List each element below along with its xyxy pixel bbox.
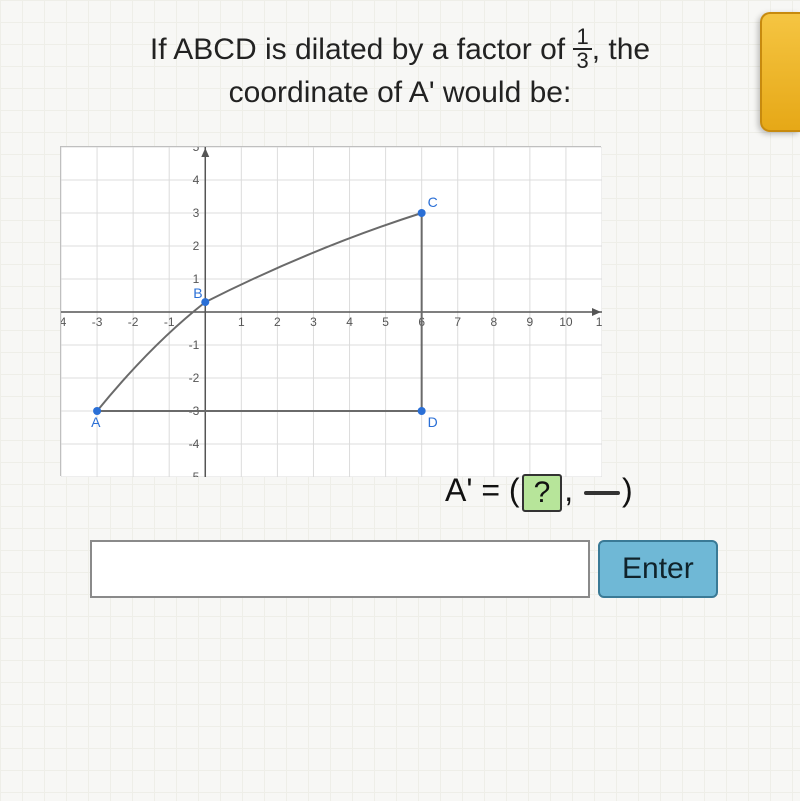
answer-expression: A' = (?, ) bbox=[445, 472, 633, 512]
svg-text:A: A bbox=[91, 414, 101, 430]
answer-input[interactable] bbox=[90, 540, 590, 598]
question-line1-post: , the bbox=[592, 33, 650, 66]
svg-text:10: 10 bbox=[559, 315, 573, 329]
enter-button[interactable]: Enter bbox=[598, 540, 718, 598]
svg-text:2: 2 bbox=[274, 315, 281, 329]
fraction: 13 bbox=[573, 26, 591, 72]
svg-text:3: 3 bbox=[310, 315, 317, 329]
input-row: Enter bbox=[90, 540, 718, 598]
svg-text:11: 11 bbox=[596, 315, 602, 329]
coordinate-chart: -4-3-2-11234567891011-5-4-3-2-112345ABCD bbox=[60, 146, 601, 476]
answer-prefix: A' = ( bbox=[445, 472, 520, 508]
svg-text:4: 4 bbox=[346, 315, 353, 329]
svg-text:5: 5 bbox=[193, 147, 200, 154]
svg-text:-2: -2 bbox=[128, 315, 139, 329]
question-text: If ABCD is dilated by a factor of 13, th… bbox=[0, 28, 800, 112]
svg-text:-1: -1 bbox=[164, 315, 175, 329]
svg-text:4: 4 bbox=[193, 173, 200, 187]
svg-text:D: D bbox=[428, 414, 438, 430]
svg-text:2: 2 bbox=[193, 239, 200, 253]
chart-svg: -4-3-2-11234567891011-5-4-3-2-112345ABCD bbox=[61, 147, 602, 477]
fraction-denominator: 3 bbox=[573, 50, 591, 72]
svg-text:-5: -5 bbox=[189, 470, 200, 477]
svg-text:1: 1 bbox=[193, 272, 200, 286]
answer-mid: , bbox=[564, 472, 573, 508]
svg-text:-1: -1 bbox=[189, 338, 200, 352]
svg-text:-3: -3 bbox=[92, 315, 103, 329]
answer-suffix: ) bbox=[622, 472, 633, 508]
answer-slot-y[interactable] bbox=[584, 491, 620, 495]
question-line2: coordinate of A' would be: bbox=[229, 76, 572, 109]
svg-text:7: 7 bbox=[454, 315, 461, 329]
svg-text:C: C bbox=[428, 194, 438, 210]
svg-text:9: 9 bbox=[527, 315, 534, 329]
svg-text:3: 3 bbox=[193, 206, 200, 220]
svg-text:B: B bbox=[193, 285, 202, 301]
fraction-numerator: 1 bbox=[573, 26, 591, 50]
svg-text:-2: -2 bbox=[189, 371, 200, 385]
question-line1-pre: If ABCD is dilated by a factor of bbox=[150, 33, 574, 66]
svg-text:-4: -4 bbox=[61, 315, 67, 329]
svg-text:5: 5 bbox=[382, 315, 389, 329]
svg-text:1: 1 bbox=[238, 315, 245, 329]
answer-slot-x[interactable]: ? bbox=[522, 474, 563, 512]
svg-text:8: 8 bbox=[490, 315, 497, 329]
svg-text:-4: -4 bbox=[189, 437, 200, 451]
